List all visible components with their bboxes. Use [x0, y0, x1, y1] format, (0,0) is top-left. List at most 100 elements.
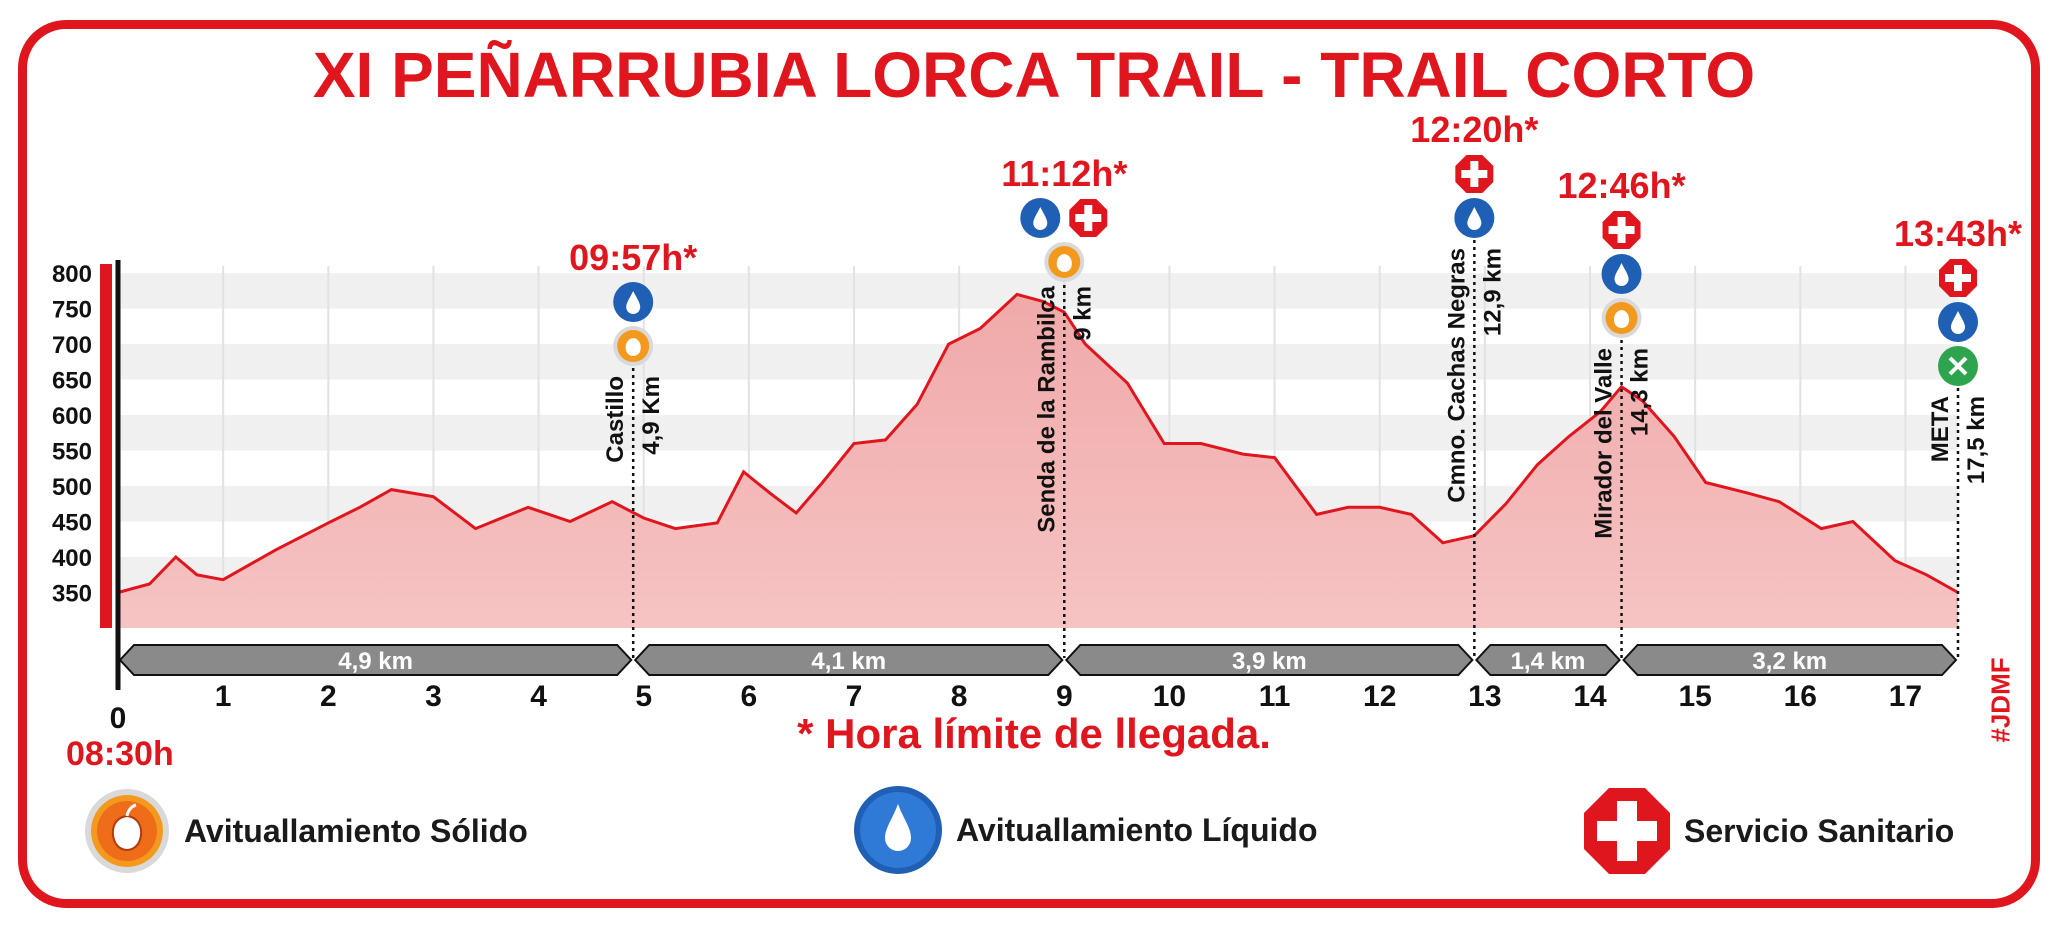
checkpoint-name: META: [1927, 396, 1954, 462]
legend-item-solid: Avituallamiento Sólido: [82, 786, 528, 876]
segment-bar: [1064, 644, 1474, 676]
y-tick-label: 700: [52, 332, 92, 359]
segment-label: 4,9 km: [338, 648, 413, 675]
medical-aid-icon: [1455, 155, 1494, 193]
segment-label: 4,1 km: [811, 648, 886, 675]
liquid-icon-drop: [1951, 311, 1965, 334]
x-tick-label: 9: [1056, 680, 1073, 713]
checkpoint-distance: 12,9 km: [1479, 248, 1506, 336]
y-tick-label: 750: [52, 297, 92, 324]
elevation-line: [117, 292, 1959, 594]
medical-icon-cross-h: [1461, 170, 1488, 178]
liquid-aid-icon: [613, 282, 654, 322]
x-tick-labels: 01 2 3 4 5 6 7 8 9 10 11 12 13 14 15 16 17: [110, 680, 1922, 735]
medical-icon-cross-h: [1075, 214, 1102, 222]
elevation-fill: [118, 294, 1958, 628]
liquid-aid-icon: [1454, 198, 1495, 238]
liquid-icon-drop: [626, 291, 641, 314]
legend-item-medical: Servicio Sanitario: [1582, 786, 1954, 876]
legend-label-medical: Servicio Sanitario: [1684, 812, 1955, 849]
medical-icon-cross-h: [1608, 226, 1635, 234]
checkpoint-distance: 14,3 km: [1627, 348, 1654, 436]
checkpoint-time: 13:43h*: [1894, 213, 2022, 254]
medical-icon-cross-h: [1945, 274, 1971, 282]
y-tick-label: 400: [52, 545, 92, 572]
x-tick-label: 5: [635, 680, 652, 713]
liquid-icon-drop: [1467, 207, 1482, 230]
x-tick-label: 14: [1573, 680, 1607, 713]
checkpoint-time: 09:57h*: [569, 237, 697, 278]
medical-aid-icon: [1939, 259, 1977, 297]
solid-aid-icon: [85, 789, 169, 873]
y-tick-label: 650: [52, 368, 92, 395]
medical-cross-icon: [1584, 788, 1670, 874]
map-frame: [18, 20, 2040, 908]
x-tick-label: 0: [110, 702, 127, 735]
solid-aid-icon: [1601, 298, 1642, 338]
x-tick-label: 12: [1363, 680, 1396, 713]
liquid-icon-drop: [1033, 207, 1048, 230]
legend-label-solid: Avituallamiento Sólido: [184, 812, 528, 849]
checkpoint-time: 12:20h*: [1410, 109, 1538, 150]
checkpoint-distance: 17,5 km: [1963, 396, 1990, 484]
liquid-aid-icon: [1601, 254, 1642, 294]
checkpoint-time: 11:12h*: [1001, 153, 1127, 194]
checkpoint-distance: 9 km: [1069, 286, 1096, 341]
finish-aid-icon: [1938, 346, 1978, 386]
altitude-bar: [100, 264, 112, 628]
segment-label: 3,9 km: [1232, 648, 1307, 675]
x-tick-label: 1: [215, 680, 232, 713]
y-tick-labels: 350 400 450 500 550 600 650 700 750 800: [52, 261, 92, 607]
solid-icon-fruit: [1056, 254, 1072, 272]
checkpoints: 09:57h* Castillo 4,9 Km 11:12h* Senda de la …: [569, 109, 2022, 658]
checkpoint-distance: 4,9 Km: [638, 376, 665, 455]
x-tick-label: 7: [846, 680, 863, 713]
x-tick-label: 10: [1153, 680, 1186, 713]
liquid-aid-icon: [1020, 198, 1061, 238]
y-tick-label: 550: [52, 439, 92, 466]
x-tick-label: 13: [1468, 680, 1501, 713]
x-tick-label: 16: [1784, 680, 1817, 713]
solid-icon-fruit: [1613, 310, 1630, 328]
y-tick-label: 350: [52, 581, 92, 608]
segment-bar: [118, 644, 633, 676]
segment-label: 3,2 km: [1752, 648, 1827, 675]
segment-bars: 4,9 km 4,1 km 3,9 km 1,4 km 3,2 km: [118, 644, 1958, 676]
chart-title: XI PEÑARRUBIA LORCA TRAIL - TRAIL CORTO: [312, 39, 1756, 111]
segment-bar: [1622, 644, 1958, 676]
segment-label: 1,4 km: [1511, 648, 1586, 675]
x-tick-label: 6: [741, 680, 758, 713]
x-tick-label: 3: [425, 680, 442, 713]
segment-bar: [633, 644, 1064, 676]
checkpoint-name: Senda de la Rambilca: [1033, 285, 1060, 532]
solid-icon-fruit: [625, 338, 641, 356]
x-tick-label: 2: [320, 680, 337, 713]
medical-aid-icon: [1602, 211, 1641, 249]
y-tick-label: 800: [52, 261, 92, 288]
checkpoint-time: 12:46h*: [1558, 165, 1686, 206]
y-tick-label: 500: [52, 474, 92, 501]
elevation-area: [117, 292, 1959, 628]
time-limit-note: * Hora límite de llegada.: [797, 710, 1271, 757]
x-tick-label: 4: [530, 680, 547, 713]
legend-item-liquid: Avituallamiento Líquido: [852, 784, 1317, 876]
x-tick-label: 11: [1259, 680, 1291, 713]
axes: [100, 260, 121, 690]
checkpoint-name: Mirador del Valle: [1591, 348, 1618, 539]
checkpoint-name: Cmno. Cachas Negras: [1443, 248, 1470, 503]
finish-icon-cross: [1948, 356, 1968, 376]
liquid-aid-icon: [1938, 302, 1978, 342]
y-tick-label: 450: [52, 510, 92, 537]
legend-label-liquid: Avituallamiento Líquido: [956, 811, 1318, 848]
start-time: 08:30h: [66, 735, 174, 773]
x-tick-label: 15: [1678, 680, 1711, 713]
liquid-aid-icon: [854, 786, 942, 874]
x-tick-label: 17: [1889, 680, 1922, 713]
segment-bar: [1474, 644, 1621, 676]
medical-aid-icon: [1069, 199, 1108, 237]
x-tick-label: 8: [951, 680, 968, 713]
solid-aid-icon: [613, 326, 654, 366]
credit-tag: #JDMF: [1985, 657, 2016, 743]
y-tick-label: 600: [52, 403, 92, 430]
